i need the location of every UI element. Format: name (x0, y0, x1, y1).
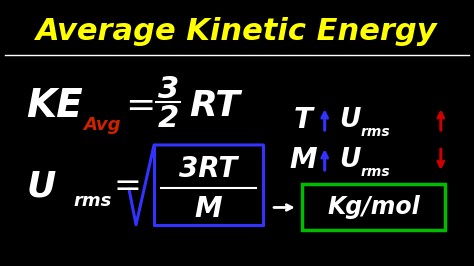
Text: T: T (294, 106, 313, 134)
Text: rms: rms (360, 125, 390, 139)
Text: 3: 3 (158, 74, 179, 104)
Text: U: U (339, 107, 360, 133)
Text: 2: 2 (158, 104, 179, 133)
Text: U: U (26, 169, 55, 203)
Text: M: M (195, 195, 222, 223)
Text: Average Kinetic Energy: Average Kinetic Energy (36, 17, 438, 47)
Bar (302, 184, 445, 230)
Text: Kg/mol: Kg/mol (327, 195, 420, 219)
Text: rms: rms (360, 165, 390, 178)
Text: Avg: Avg (83, 116, 120, 134)
Text: =: = (126, 89, 156, 123)
Text: KE: KE (26, 88, 82, 125)
Text: rms: rms (73, 192, 112, 210)
Text: M: M (290, 146, 317, 174)
Text: 3RT: 3RT (180, 155, 237, 183)
Text: RT: RT (190, 89, 240, 123)
Text: =: = (114, 170, 142, 203)
Text: U: U (339, 147, 360, 173)
